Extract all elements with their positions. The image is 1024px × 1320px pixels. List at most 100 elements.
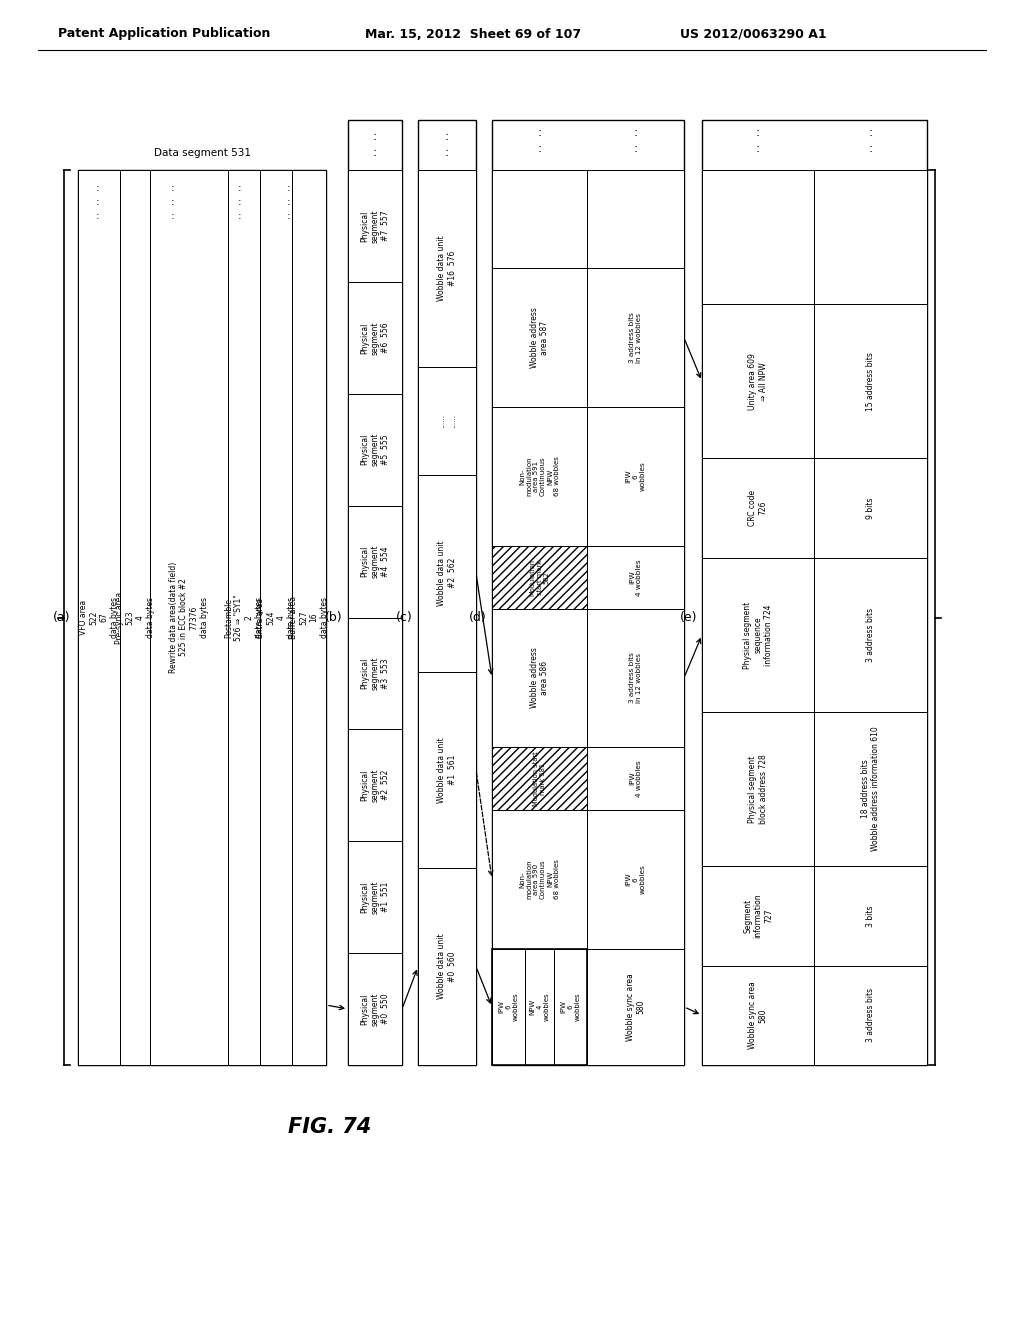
Text: Physical
segment
#6  556: Physical segment #6 556 <box>360 321 390 355</box>
Text: IPW
6
wobbles: IPW 6 wobbles <box>626 865 645 894</box>
Bar <box>587 546 684 609</box>
Text: NPW
4
wobbles: NPW 4 wobbles <box>529 993 550 1022</box>
Text: Rewrite data area(data field)
525 in ECC block #2
77376
data bytes: Rewrite data area(data field) 525 in ECC… <box>169 562 209 673</box>
Text: IPW
6
wobbles: IPW 6 wobbles <box>626 462 645 491</box>
Text: CRC code
726: CRC code 726 <box>749 490 768 527</box>
Text: :: : <box>373 145 377 158</box>
Bar <box>492 949 525 1065</box>
Bar <box>702 120 927 1065</box>
Text: Physical
segment
#4  554: Physical segment #4 554 <box>360 545 390 578</box>
Text: Extra area
524
4
data bytes: Extra area 524 4 data bytes <box>256 597 296 638</box>
Text: IPW
4 wobbles: IPW 4 wobbles <box>629 760 642 797</box>
Bar <box>525 949 554 1065</box>
Bar <box>492 609 587 747</box>
Text: Modulation
start mark
582: Modulation start mark 582 <box>529 558 550 595</box>
Bar <box>492 810 587 949</box>
Text: Modulation start
mark 581: Modulation start mark 581 <box>534 751 546 807</box>
Text: :: : <box>868 125 872 139</box>
Bar <box>492 268 587 407</box>
Text: US 2012/0063290 A1: US 2012/0063290 A1 <box>680 28 826 41</box>
Bar <box>348 170 402 282</box>
Text: 3 address bits: 3 address bits <box>866 989 874 1043</box>
Text: Wobble address
area 586: Wobble address area 586 <box>529 648 549 709</box>
Text: :: : <box>96 183 99 193</box>
Text: Wobble sync area
580: Wobble sync area 580 <box>749 981 768 1049</box>
Text: Physical
segment
#5  555: Physical segment #5 555 <box>360 433 390 466</box>
Text: 3 address bits
in 12 wobbles: 3 address bits in 12 wobbles <box>629 313 642 363</box>
Bar <box>228 170 260 1065</box>
Text: VFO area
522
67
data bytes: VFO area 522 67 data bytes <box>79 597 119 638</box>
Text: :: : <box>238 211 241 220</box>
Text: 9 bits: 9 bits <box>866 498 874 519</box>
Bar <box>418 475 476 672</box>
Text: (b): (b) <box>326 611 343 624</box>
Text: :: : <box>634 143 638 154</box>
Bar <box>418 869 476 1065</box>
Bar <box>814 304 927 458</box>
Text: :: : <box>444 145 450 158</box>
Text: Data segment 531: Data segment 531 <box>154 148 251 158</box>
Bar <box>78 170 326 1065</box>
Text: Physical
segment
#7  557: Physical segment #7 557 <box>360 209 390 243</box>
Bar <box>587 407 684 546</box>
Text: Physical
segment
#1  551: Physical segment #1 551 <box>360 880 390 913</box>
Text: :: : <box>238 183 241 193</box>
Bar <box>418 120 476 1065</box>
Text: IPW
6
wobbles: IPW 6 wobbles <box>499 993 518 1022</box>
Bar <box>418 170 476 367</box>
Bar <box>348 730 402 841</box>
Text: 3 address bits: 3 address bits <box>866 607 874 661</box>
Text: (a): (a) <box>52 611 70 624</box>
Text: :: : <box>634 125 638 139</box>
Text: :: : <box>96 211 99 220</box>
Text: :: : <box>538 143 542 154</box>
Text: 3 bits: 3 bits <box>866 906 874 927</box>
Text: 3 address bits
in 12 wobbles: 3 address bits in 12 wobbles <box>629 652 642 704</box>
Text: (d): (d) <box>469 611 487 624</box>
Bar <box>492 170 587 268</box>
Bar <box>702 711 814 866</box>
Bar <box>587 810 684 949</box>
Bar <box>492 120 684 1065</box>
Text: Physical
segment
#2  552: Physical segment #2 552 <box>360 768 390 803</box>
Text: :: : <box>373 129 377 143</box>
Bar <box>587 268 684 407</box>
Bar <box>702 965 814 1065</box>
Text: :: : <box>756 125 760 139</box>
Bar <box>492 407 587 546</box>
Text: Non-
modulation
area 590
Continuous
NPW
68 wobbles: Non- modulation area 590 Continuous NPW … <box>519 859 560 899</box>
Bar <box>492 747 587 810</box>
Bar <box>702 866 814 965</box>
Bar <box>260 170 292 1065</box>
Bar <box>702 170 814 304</box>
Bar <box>418 367 476 475</box>
Text: :: : <box>538 125 542 139</box>
Text: :: : <box>170 197 174 207</box>
Text: :: : <box>238 197 241 207</box>
Text: :: : <box>287 197 291 207</box>
Bar <box>150 170 228 1065</box>
Text: Wobble data unit
#0  560: Wobble data unit #0 560 <box>437 933 457 999</box>
Bar <box>587 170 684 268</box>
Text: Wobble data unit
#1  561: Wobble data unit #1 561 <box>437 737 457 803</box>
Text: Pre-sync area
523
4
data bytes: Pre-sync area 523 4 data bytes <box>115 591 155 644</box>
Bar <box>348 618 402 730</box>
Text: Wobble data unit
#2  562: Wobble data unit #2 562 <box>437 540 457 606</box>
Text: :: : <box>170 211 174 220</box>
Text: :: : <box>170 183 174 193</box>
Bar <box>348 953 402 1065</box>
Text: :: : <box>287 211 291 220</box>
Bar <box>348 282 402 393</box>
Bar <box>492 949 587 1065</box>
Text: Segment
information
727: Segment information 727 <box>743 894 773 939</box>
Text: Non-
modulation
area 591
Continuous
NPW
68 wobbles: Non- modulation area 591 Continuous NPW … <box>519 457 560 496</box>
Bar <box>348 120 402 1065</box>
Text: 18 address bits
Wobble address information 610: 18 address bits Wobble address informati… <box>861 727 881 851</box>
Bar <box>78 170 120 1065</box>
Text: Postamble
526 ⇒ "SY1"
2
data bytes: Postamble 526 ⇒ "SY1" 2 data bytes <box>224 594 264 642</box>
Text: 15 address bits: 15 address bits <box>866 352 874 411</box>
Text: IPW
4 wobbles: IPW 4 wobbles <box>629 558 642 595</box>
Bar <box>348 841 402 953</box>
Bar <box>418 672 476 869</box>
Bar <box>814 558 927 711</box>
